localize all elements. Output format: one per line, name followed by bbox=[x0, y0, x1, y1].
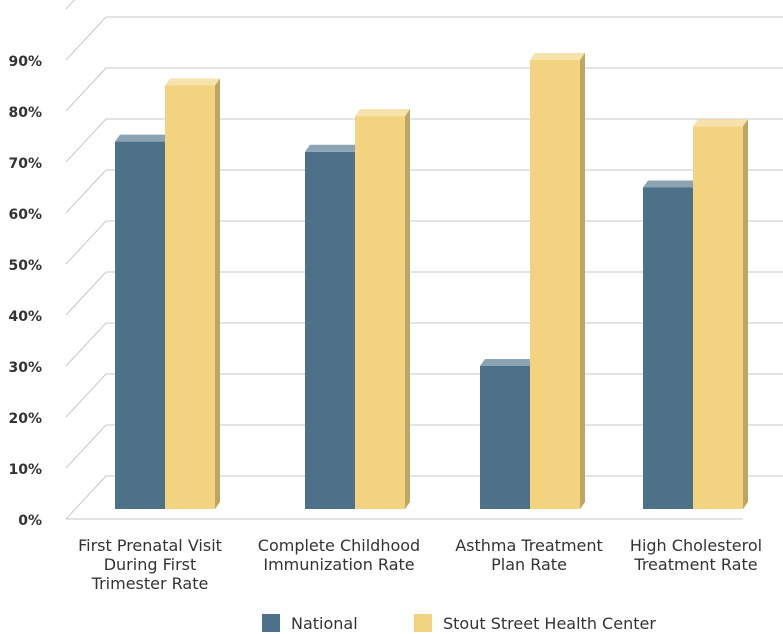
grid-diagonal bbox=[65, 424, 107, 469]
grid-diagonal bbox=[65, 16, 107, 61]
grid-diagonal bbox=[65, 0, 76, 10]
grid-diagonal bbox=[65, 67, 107, 112]
grid-diagonal bbox=[65, 118, 107, 163]
y-tick-label: 50% bbox=[8, 258, 42, 274]
grid-diagonal bbox=[65, 373, 107, 418]
bar-stout-2 bbox=[530, 53, 585, 509]
bar-national-3 bbox=[643, 180, 698, 509]
bar-stout-1 bbox=[355, 109, 410, 509]
y-tick-label: 60% bbox=[8, 207, 42, 223]
y-tick-label: 20% bbox=[8, 411, 42, 427]
bar-national-1 bbox=[305, 144, 360, 510]
legend-swatch bbox=[414, 614, 432, 632]
legend-label: Stout Street Health Center bbox=[443, 614, 656, 633]
y-tick-label: 80% bbox=[8, 105, 42, 121]
grid-diagonal bbox=[65, 475, 107, 520]
category-labels: First Prenatal Visit During First Trimeste… bbox=[78, 536, 762, 593]
y-tick-label: 0% bbox=[18, 513, 42, 529]
category-label: First Prenatal Visit During First Trimeste… bbox=[78, 536, 222, 593]
y-tick-label: 90% bbox=[8, 54, 42, 70]
legend: National Stout Street Health Center bbox=[262, 614, 656, 633]
y-axis-ticks: 0% 10% 20% 30% 40% 50% 60% 70% 80% 90% bbox=[8, 54, 42, 529]
bar-stout-0 bbox=[165, 78, 220, 509]
y-tick-label: 10% bbox=[8, 462, 42, 478]
y-tick-label: 70% bbox=[8, 156, 42, 172]
category-label: High Cholesterol Treatment Rate bbox=[630, 536, 762, 574]
y-tick-label: 40% bbox=[8, 309, 42, 325]
bar-national-0 bbox=[115, 134, 170, 509]
grid-diagonal bbox=[65, 169, 107, 214]
bar-national-2 bbox=[480, 359, 535, 509]
category-label: Asthma Treatment Plan Rate bbox=[455, 536, 603, 574]
grid-diagonal bbox=[65, 220, 107, 265]
bars bbox=[115, 53, 748, 510]
category-label: Complete Childhood Immunization Rate bbox=[258, 536, 420, 574]
grid-diagonal bbox=[65, 322, 107, 367]
legend-swatch bbox=[262, 614, 280, 632]
legend-label: National bbox=[291, 614, 358, 633]
bar-stout-3 bbox=[693, 119, 748, 510]
grid-diagonal bbox=[65, 271, 107, 316]
y-tick-label: 30% bbox=[8, 360, 42, 376]
